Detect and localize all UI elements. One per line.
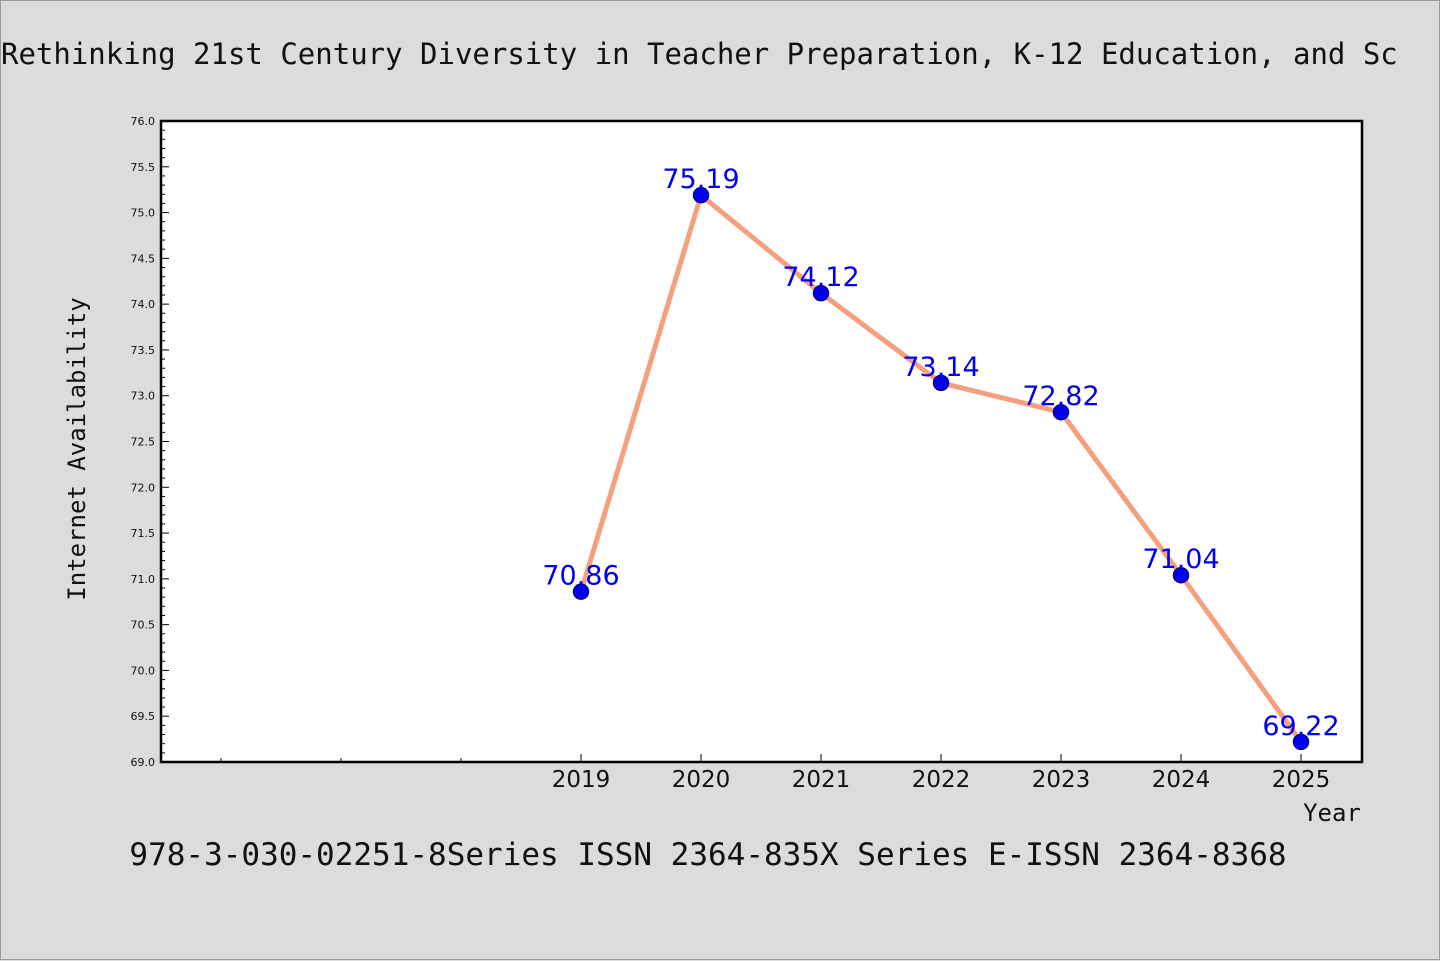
x-tick-label: 2022 <box>912 767 971 793</box>
data-label: 71.04 <box>1142 544 1219 575</box>
x-tick-label: 2019 <box>552 767 611 793</box>
footer-isbn-text: 978-3-030-02251-8Series ISSN 2364-835X S… <box>129 837 1286 873</box>
x-tick-label: 2020 <box>672 767 731 793</box>
data-label: 75.19 <box>662 164 739 195</box>
data-label: 70.86 <box>542 561 619 592</box>
data-labels: 70.86 75.19 74.12 73.14 72.82 71.04 69.22 <box>542 164 1339 742</box>
y-tick-label: 71.0 <box>131 573 156 586</box>
data-point <box>812 284 830 302</box>
chart-title: Rethinking 21st Century Diversity in Tea… <box>1 37 1398 71</box>
y-tick-label: 70.5 <box>131 619 156 632</box>
y-tick-label: 74.0 <box>131 298 156 311</box>
data-markers <box>572 186 1310 751</box>
data-point <box>572 583 590 600</box>
y-tick-label: 73.0 <box>131 390 156 403</box>
y-tick-label: 73.5 <box>131 344 156 357</box>
y-axis: 69.0 69.5 70.0 70.5 71.0 71.5 72.0 72.5 73.0 73.5… <box>131 115 169 769</box>
data-label: 74.12 <box>782 262 859 293</box>
x-axis: 2019 2020 2021 2022 2023 2024 2025 <box>220 754 1331 793</box>
x-axis-label: Year <box>1303 799 1361 827</box>
y-tick-label: 69.5 <box>131 710 156 723</box>
y-tick-label: 72.5 <box>131 436 156 449</box>
data-label: 69.22 <box>1262 711 1339 742</box>
x-tick-label: 2025 <box>1272 767 1331 793</box>
data-label: 73.14 <box>902 352 979 383</box>
y-tick-label: 76.0 <box>131 115 156 128</box>
x-tick-label: 2024 <box>1152 767 1211 793</box>
x-tick-label: 2023 <box>1032 767 1091 793</box>
y-tick-label: 75.0 <box>131 207 156 220</box>
y-tick-label: 69.0 <box>131 756 156 769</box>
y-tick-label: 72.0 <box>131 481 156 494</box>
y-tick-label: 75.5 <box>131 161 156 174</box>
plot-area <box>159 119 1364 764</box>
y-tick-label: 70.0 <box>131 664 156 677</box>
data-point <box>1172 566 1190 584</box>
data-point <box>932 374 950 392</box>
data-label: 72.82 <box>1022 381 1099 412</box>
data-point <box>692 186 710 204</box>
y-tick-label: 71.5 <box>131 527 156 540</box>
data-point <box>1052 403 1070 421</box>
y-axis-label: Internet Availability <box>63 297 91 600</box>
data-point <box>1292 733 1310 751</box>
y-tick-label: 74.5 <box>131 252 156 265</box>
x-tick-label: 2021 <box>792 767 851 793</box>
